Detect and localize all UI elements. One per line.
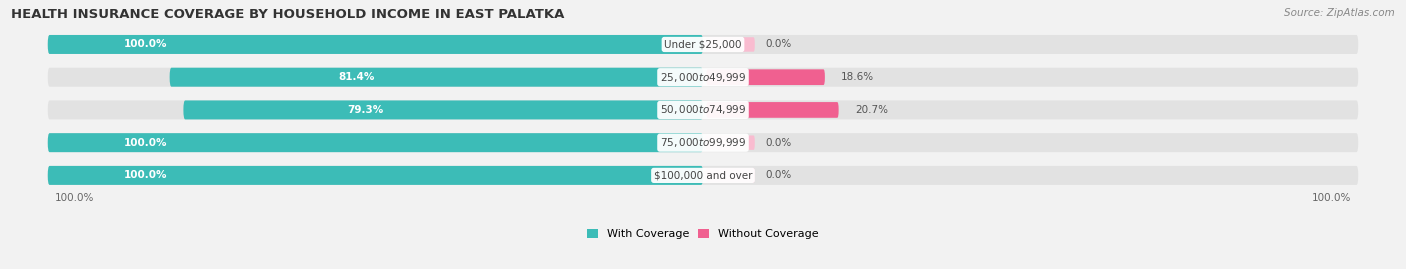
Text: 0.0%: 0.0% [765,40,792,49]
Text: 100.0%: 100.0% [1312,193,1351,203]
Text: 100.0%: 100.0% [124,138,167,148]
Text: 79.3%: 79.3% [347,105,384,115]
Text: HEALTH INSURANCE COVERAGE BY HOUSEHOLD INCOME IN EAST PALATKA: HEALTH INSURANCE COVERAGE BY HOUSEHOLD I… [11,8,565,21]
Text: 100.0%: 100.0% [55,193,94,203]
FancyBboxPatch shape [48,35,1358,54]
Text: 100.0%: 100.0% [124,170,167,180]
Text: $25,000 to $49,999: $25,000 to $49,999 [659,71,747,84]
Text: 81.4%: 81.4% [337,72,374,82]
FancyBboxPatch shape [48,68,1358,87]
Text: 0.0%: 0.0% [765,170,792,180]
Text: 18.6%: 18.6% [841,72,875,82]
FancyBboxPatch shape [706,102,838,118]
Text: Under $25,000: Under $25,000 [664,40,742,49]
FancyBboxPatch shape [706,168,755,183]
FancyBboxPatch shape [48,35,703,54]
Text: $100,000 and over: $100,000 and over [654,170,752,180]
FancyBboxPatch shape [48,133,1358,152]
FancyBboxPatch shape [706,37,755,52]
FancyBboxPatch shape [183,100,703,119]
FancyBboxPatch shape [48,133,703,152]
FancyBboxPatch shape [706,136,755,150]
Text: 20.7%: 20.7% [855,105,889,115]
FancyBboxPatch shape [170,68,703,87]
FancyBboxPatch shape [48,100,1358,119]
Text: 100.0%: 100.0% [124,40,167,49]
Text: 0.0%: 0.0% [765,138,792,148]
Text: $50,000 to $74,999: $50,000 to $74,999 [659,104,747,116]
Text: Source: ZipAtlas.com: Source: ZipAtlas.com [1284,8,1395,18]
FancyBboxPatch shape [706,69,825,85]
FancyBboxPatch shape [48,166,703,185]
Text: $75,000 to $99,999: $75,000 to $99,999 [659,136,747,149]
Legend: With Coverage, Without Coverage: With Coverage, Without Coverage [588,229,818,239]
FancyBboxPatch shape [48,166,1358,185]
